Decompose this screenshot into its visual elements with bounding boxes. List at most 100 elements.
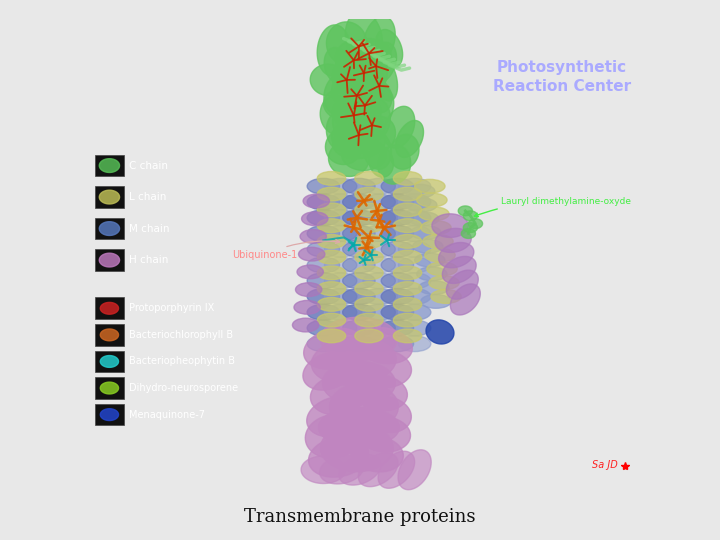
Polygon shape bbox=[303, 353, 354, 390]
Ellipse shape bbox=[393, 203, 422, 217]
Polygon shape bbox=[358, 98, 390, 141]
Ellipse shape bbox=[343, 273, 375, 288]
Text: M chain: M chain bbox=[129, 224, 169, 234]
Text: Transmembrane proteins: Transmembrane proteins bbox=[244, 509, 476, 526]
Ellipse shape bbox=[299, 247, 325, 261]
Polygon shape bbox=[347, 51, 387, 94]
Ellipse shape bbox=[307, 194, 340, 210]
Ellipse shape bbox=[318, 250, 346, 264]
Text: Photosynthetic
Reaction Center: Photosynthetic Reaction Center bbox=[492, 60, 631, 94]
FancyBboxPatch shape bbox=[95, 404, 124, 426]
Ellipse shape bbox=[381, 336, 413, 352]
Ellipse shape bbox=[355, 282, 383, 295]
Polygon shape bbox=[384, 106, 415, 148]
Polygon shape bbox=[333, 56, 365, 96]
Polygon shape bbox=[359, 453, 398, 487]
Ellipse shape bbox=[425, 248, 455, 262]
Polygon shape bbox=[305, 414, 361, 458]
Ellipse shape bbox=[307, 241, 340, 257]
Ellipse shape bbox=[363, 273, 395, 288]
Ellipse shape bbox=[393, 187, 422, 201]
Ellipse shape bbox=[355, 187, 383, 201]
Ellipse shape bbox=[325, 336, 357, 352]
Ellipse shape bbox=[393, 313, 422, 327]
Ellipse shape bbox=[363, 288, 395, 305]
Polygon shape bbox=[356, 328, 413, 364]
Polygon shape bbox=[310, 375, 366, 415]
Ellipse shape bbox=[307, 305, 340, 320]
Ellipse shape bbox=[355, 172, 383, 185]
Ellipse shape bbox=[363, 226, 395, 241]
Polygon shape bbox=[310, 64, 346, 96]
Text: Dihydro-neurosporene: Dihydro-neurosporene bbox=[129, 383, 238, 393]
Ellipse shape bbox=[363, 210, 395, 226]
FancyBboxPatch shape bbox=[95, 186, 124, 208]
Ellipse shape bbox=[343, 336, 375, 352]
Ellipse shape bbox=[410, 226, 441, 239]
Ellipse shape bbox=[302, 212, 328, 226]
Polygon shape bbox=[100, 329, 119, 341]
Ellipse shape bbox=[398, 257, 431, 273]
Ellipse shape bbox=[355, 250, 383, 264]
Ellipse shape bbox=[381, 305, 413, 320]
Ellipse shape bbox=[318, 234, 346, 248]
Ellipse shape bbox=[420, 221, 451, 234]
Polygon shape bbox=[326, 22, 367, 65]
Ellipse shape bbox=[355, 203, 383, 217]
Polygon shape bbox=[398, 450, 431, 490]
Polygon shape bbox=[318, 25, 350, 76]
Ellipse shape bbox=[325, 257, 357, 273]
Ellipse shape bbox=[355, 329, 383, 343]
Polygon shape bbox=[378, 451, 415, 488]
Ellipse shape bbox=[398, 241, 431, 257]
Polygon shape bbox=[301, 456, 346, 483]
Ellipse shape bbox=[363, 194, 395, 210]
Polygon shape bbox=[363, 17, 395, 65]
Polygon shape bbox=[355, 375, 408, 411]
Polygon shape bbox=[338, 454, 381, 485]
Ellipse shape bbox=[363, 336, 395, 352]
Polygon shape bbox=[324, 48, 349, 83]
Polygon shape bbox=[333, 105, 369, 140]
Polygon shape bbox=[99, 253, 120, 267]
Ellipse shape bbox=[363, 178, 395, 194]
FancyBboxPatch shape bbox=[95, 350, 124, 372]
Ellipse shape bbox=[429, 276, 459, 289]
Ellipse shape bbox=[393, 234, 422, 248]
Ellipse shape bbox=[318, 298, 346, 311]
Ellipse shape bbox=[297, 265, 323, 279]
Polygon shape bbox=[363, 396, 411, 433]
Ellipse shape bbox=[355, 234, 383, 248]
Ellipse shape bbox=[307, 226, 340, 241]
Ellipse shape bbox=[423, 234, 453, 248]
Ellipse shape bbox=[381, 241, 413, 257]
Text: Sa JD: Sa JD bbox=[592, 460, 618, 470]
Ellipse shape bbox=[325, 194, 357, 210]
FancyBboxPatch shape bbox=[95, 249, 124, 271]
Polygon shape bbox=[343, 111, 384, 143]
Polygon shape bbox=[331, 122, 376, 153]
Ellipse shape bbox=[318, 187, 346, 201]
Ellipse shape bbox=[355, 313, 383, 327]
Polygon shape bbox=[442, 256, 476, 284]
Ellipse shape bbox=[307, 273, 340, 288]
Ellipse shape bbox=[343, 210, 375, 226]
Polygon shape bbox=[318, 408, 400, 447]
Polygon shape bbox=[378, 145, 410, 184]
Polygon shape bbox=[363, 117, 395, 152]
Ellipse shape bbox=[381, 178, 413, 194]
Ellipse shape bbox=[343, 226, 375, 241]
Ellipse shape bbox=[393, 298, 422, 311]
Ellipse shape bbox=[318, 203, 346, 217]
Polygon shape bbox=[100, 302, 119, 314]
Polygon shape bbox=[320, 424, 393, 472]
Polygon shape bbox=[347, 348, 411, 388]
Polygon shape bbox=[438, 242, 474, 268]
Ellipse shape bbox=[295, 283, 322, 296]
FancyBboxPatch shape bbox=[95, 218, 124, 239]
Polygon shape bbox=[446, 270, 478, 299]
Polygon shape bbox=[351, 436, 403, 472]
Ellipse shape bbox=[407, 198, 437, 212]
Ellipse shape bbox=[381, 320, 413, 336]
Ellipse shape bbox=[343, 288, 375, 305]
